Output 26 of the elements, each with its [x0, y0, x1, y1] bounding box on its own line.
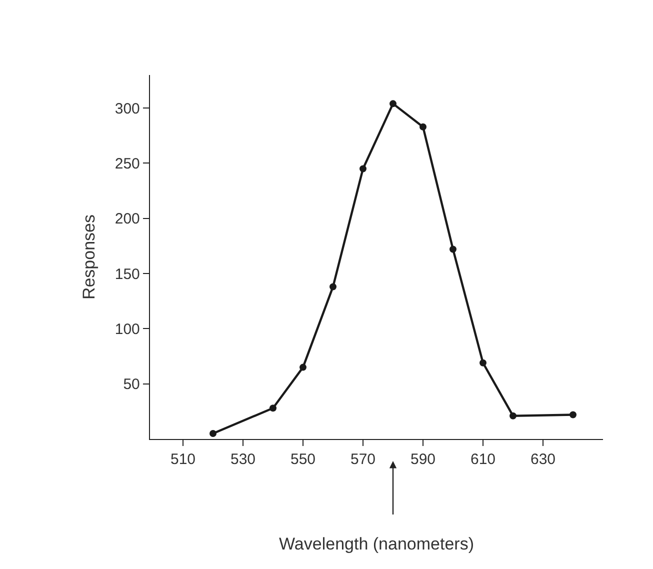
point [330, 283, 336, 290]
point [270, 404, 276, 412]
x-tick-label: 590 [410, 451, 436, 468]
x-tick-label: 630 [530, 451, 556, 468]
y-axis-title: Responses [79, 214, 98, 300]
point [210, 430, 216, 437]
point [390, 100, 396, 108]
y-tick-label: 200 [114, 210, 140, 228]
point [480, 359, 486, 366]
y-tick-label: 150 [114, 266, 140, 283]
y-tick-label: 50 [123, 376, 140, 394]
x-tick-label: 550 [290, 451, 316, 468]
x-tick-label: 530 [230, 451, 256, 468]
y-tick-label: 300 [114, 100, 140, 118]
y-tick-label: 100 [114, 320, 140, 338]
x-axis-title: Wavelength (nanometers) [279, 534, 474, 554]
point [420, 123, 426, 130]
x-tick-label: 510 [170, 451, 196, 468]
point [450, 246, 456, 253]
y-tick-label: 250 [114, 155, 140, 172]
point [570, 411, 576, 418]
x-tick-label: 570 [350, 451, 376, 468]
x-tick-label: 610 [470, 451, 496, 468]
point [300, 364, 306, 371]
point [510, 412, 516, 420]
point [360, 165, 366, 172]
